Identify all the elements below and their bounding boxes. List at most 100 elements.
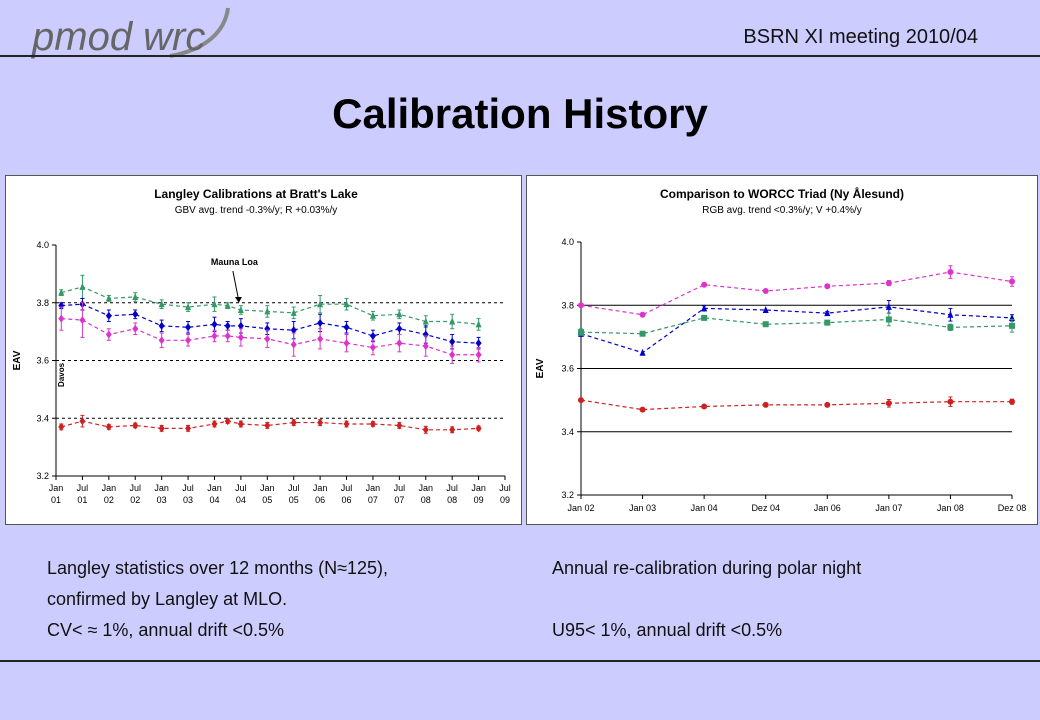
page-title: Calibration History (332, 90, 708, 137)
series-4-point (224, 417, 231, 426)
x-tick-label: 06 (342, 495, 352, 505)
series-3-point (264, 334, 271, 343)
x-tick-label: Jan (366, 483, 381, 493)
series-2-point (762, 305, 769, 313)
series-2-point (701, 304, 708, 312)
series-3-point (578, 329, 584, 336)
series-1-point (639, 311, 646, 318)
series-3-point (343, 339, 350, 348)
series-4-point (290, 418, 297, 427)
series-3-point (824, 319, 831, 326)
chart-title: Comparison to WORCC Triad (Ny Ålesund) (660, 186, 904, 201)
series-4-point (264, 421, 271, 430)
series-1-point (105, 294, 112, 302)
series-3-point (317, 334, 324, 343)
caption-left-line-3: CV< ≈ 1%, annual drift <0.5% (47, 620, 285, 640)
x-tick-label: 08 (421, 495, 431, 505)
series-4-point (824, 401, 831, 408)
series-2-point (132, 310, 139, 319)
x-tick-label: Jan 03 (629, 503, 656, 513)
x-tick-label: 07 (394, 495, 404, 505)
series-1-point (824, 283, 831, 290)
x-tick-label: Dez 04 (751, 503, 780, 513)
series-1-point (343, 300, 350, 308)
series-3-line (61, 318, 479, 356)
caption-right-line-2: U95< 1%, annual drift <0.5% (552, 620, 783, 640)
x-tick-label: Jan (313, 483, 328, 493)
series-2-point (290, 326, 297, 335)
series-4-point (762, 401, 769, 408)
series-2-point (422, 330, 429, 339)
series-2-point (449, 337, 456, 346)
series-1-point (79, 282, 86, 290)
series-3-point (158, 336, 165, 345)
x-tick-label: 01 (77, 495, 87, 505)
series-2-point (237, 321, 244, 330)
x-tick-label: Jul (129, 483, 141, 493)
series-4-point (396, 421, 403, 430)
x-tick-label: 06 (315, 495, 325, 505)
x-tick-label: Jan 08 (937, 503, 964, 513)
series-3-point (475, 350, 482, 359)
x-tick-label: 03 (157, 495, 167, 505)
series-1-point (422, 317, 429, 325)
series-1-point (449, 317, 456, 325)
series-3-line (580, 317, 1013, 335)
x-tick-label: Jan (102, 483, 117, 493)
y-tick-label: 3.4 (561, 427, 574, 437)
series-2-point (158, 321, 165, 330)
x-tick-label: 04 (236, 495, 246, 505)
chart-panel-left: Langley Calibrations at Bratt's Lake GBV … (5, 175, 522, 525)
series-1-point (264, 307, 271, 315)
chart-bratts-lake: Langley Calibrations at Bratt's Lake GBV … (12, 187, 511, 505)
series-4-point (58, 422, 65, 431)
series-4-point (639, 406, 646, 413)
x-tick-label: 09 (500, 495, 510, 505)
series-1-point (1009, 278, 1015, 285)
series-1-point (701, 281, 708, 288)
series-4-point (317, 418, 324, 427)
y-tick-label: 3.6 (36, 356, 49, 366)
series-4-point (211, 420, 218, 429)
series-1-point (578, 302, 584, 309)
y-axis-label: EAV (535, 358, 546, 378)
x-tick-label: Jul (341, 483, 353, 493)
chart-ny-alesund: Comparison to WORCC Triad (Ny Ålesund) RG… (535, 186, 1026, 513)
series-3-point (1009, 322, 1015, 329)
x-tick-label: Jan (471, 483, 486, 493)
series-2-point (211, 320, 218, 329)
caption-left-line-1: Langley statistics over 12 months (N≈125… (47, 558, 389, 578)
annotation-mauna-loa: Mauna Loa (211, 257, 259, 267)
series-4-point (185, 424, 192, 433)
series-2-point (343, 323, 350, 332)
series-1-point (396, 310, 403, 318)
y-tick-label: 3.8 (36, 298, 49, 308)
series-1-point (158, 300, 165, 308)
series-3-point (185, 336, 192, 345)
series-1-point (317, 300, 324, 308)
series-1-line (580, 271, 1013, 316)
x-tick-label: Jan 02 (567, 503, 594, 513)
footer-divider (0, 660, 1040, 662)
series-3-point (237, 333, 244, 342)
series-2-line (61, 303, 479, 344)
x-tick-label: 03 (183, 495, 193, 505)
x-tick-label: Jan (260, 483, 275, 493)
series-4-point (158, 424, 165, 433)
x-tick-label: 09 (474, 495, 484, 505)
annotation-arrow (232, 270, 240, 302)
series-2-point (58, 301, 65, 310)
x-tick-label: 04 (209, 495, 219, 505)
series-2-point (639, 348, 646, 356)
series-4-point (1009, 398, 1015, 405)
series-4-point (701, 403, 708, 410)
series-1-point (762, 288, 769, 295)
series-2-point (885, 302, 892, 310)
series-3-point (885, 316, 892, 323)
series-3-point (224, 331, 231, 340)
x-tick-label: 07 (368, 495, 378, 505)
series-3-point (58, 314, 65, 323)
chart-title: Langley Calibrations at Bratt's Lake (154, 187, 358, 201)
x-tick-label: Jul (394, 483, 406, 493)
series-4-point (369, 420, 376, 429)
